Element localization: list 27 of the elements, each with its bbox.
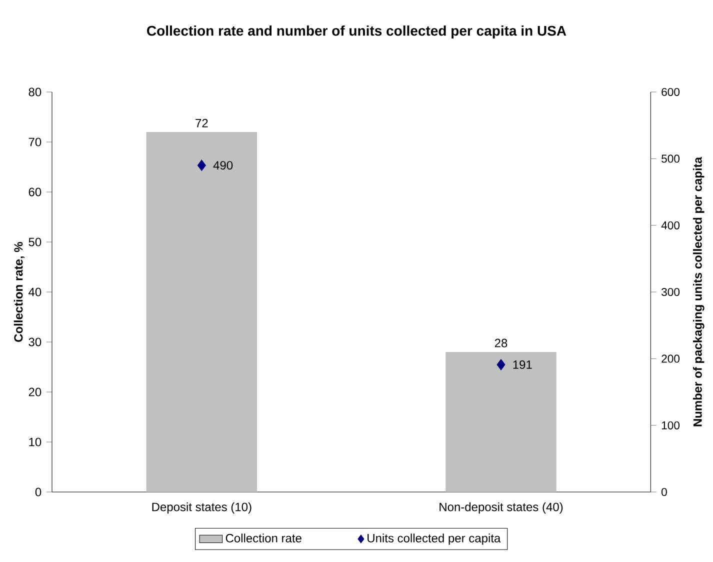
y2-tick-label: 300 <box>662 288 680 296</box>
data-label: 72 <box>196 118 208 128</box>
y-axis-title: Collection rate, % <box>14 242 24 342</box>
y-tick-label: 20 <box>28 388 42 396</box>
data-label: 191 <box>513 360 532 369</box>
y2-tick-label: 0 <box>662 488 667 496</box>
legend-label: Units collected per capita <box>368 534 501 545</box>
data-label: 490 <box>213 161 233 170</box>
y2-tick-label: 200 <box>662 354 680 363</box>
y2-tick-label: 500 <box>662 154 680 163</box>
x-tick-label: Deposit states (10) <box>152 502 252 514</box>
y-tick-label: 10 <box>29 438 42 446</box>
y2-tick-label: 600 <box>662 88 680 96</box>
y-tick-label: 60 <box>28 188 42 196</box>
y2-tick-label: 100 <box>662 421 680 430</box>
chart-title: Collection rate and number of units collected per capita in USA <box>147 25 566 39</box>
data-label: 28 <box>494 338 508 348</box>
y-tick-label: 50 <box>28 238 42 246</box>
y-tick-label: 80 <box>28 88 42 96</box>
y-tick-label: 0 <box>35 488 42 496</box>
y-tick-label: 40 <box>28 288 42 296</box>
x-tick-label: Non-deposit states (40) <box>440 502 563 514</box>
y2-tick-label: 400 <box>661 221 680 230</box>
y-tick-label: 70 <box>28 138 42 146</box>
y2-axis-title: Number of packaging units collected per capita <box>693 156 704 426</box>
legend-label: Collection rate <box>226 534 302 542</box>
y-tick-label: 30 <box>28 338 42 346</box>
